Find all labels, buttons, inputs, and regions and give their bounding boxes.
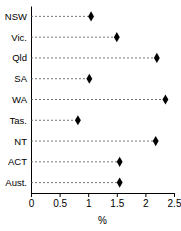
plot: 0 0.5 1 1.5 2 2.5 NSW Vic. Qld SA WA Tas. NT ACT Aust.	[5, 7, 181, 210]
dot	[75, 115, 81, 125]
x-tick-label: 0	[29, 198, 35, 209]
dot	[114, 32, 120, 42]
y-tick: Qld	[12, 52, 31, 63]
category-label: NT	[14, 136, 27, 147]
leader-line	[31, 37, 117, 38]
y-tick: Tas.	[10, 115, 31, 126]
category-label: SA	[14, 73, 27, 84]
x-tick-mark	[31, 193, 32, 197]
x-tick-label: 0.5	[53, 198, 67, 209]
x-tick: 2	[143, 193, 149, 209]
y-tick: ACT	[8, 156, 31, 167]
x-tick-mark	[145, 193, 146, 197]
x-tick: 2.5	[168, 193, 181, 209]
dot	[153, 136, 159, 146]
x-tick: 1	[86, 193, 92, 209]
category-label: Qld	[12, 52, 27, 63]
leader-line	[31, 120, 78, 121]
x-tick: 1.5	[110, 193, 124, 209]
category-label: WA	[12, 94, 28, 105]
x-tick: 0.5	[53, 193, 67, 209]
category-label: Vic.	[11, 32, 27, 43]
dot	[162, 94, 168, 104]
marks	[31, 11, 168, 187]
leader-line	[31, 161, 120, 162]
x-tick-mark	[88, 193, 89, 197]
leader-line	[31, 182, 120, 183]
x-axis: 0 0.5 1 1.5 2 2.5	[29, 193, 181, 209]
leader-line	[31, 99, 165, 100]
leader-line	[31, 141, 156, 142]
dot	[117, 157, 123, 167]
x-tick-label: 2	[143, 198, 149, 209]
y-tick: Aust.	[5, 177, 31, 188]
category-label: Tas.	[10, 115, 27, 126]
chart: 0 0.5 1 1.5 2 2.5 NSW Vic. Qld SA WA Tas. NT ACT Aust.…	[0, 0, 181, 231]
dot	[86, 74, 92, 84]
y-tick: NSW	[5, 11, 31, 22]
x-tick-mark	[174, 193, 175, 197]
y-tick: SA	[14, 73, 31, 84]
y-tick: Vic.	[11, 32, 31, 43]
dot	[88, 11, 94, 21]
y-axis-line	[31, 7, 32, 194]
dot	[154, 53, 160, 63]
category-label: ACT	[8, 156, 27, 167]
category-label: Aust.	[5, 177, 27, 188]
y-tick: NT	[14, 136, 31, 147]
x-tick-label: 1.5	[110, 198, 124, 209]
leader-line	[31, 78, 89, 79]
y-tick: WA	[12, 94, 31, 105]
x-tick-label: 1	[86, 198, 92, 209]
leader-line	[31, 16, 91, 17]
x-tick-mark	[117, 193, 118, 197]
y-axis: NSW Vic. Qld SA WA Tas. NT ACT Aust.	[5, 7, 32, 194]
x-axis-label: %	[98, 215, 107, 226]
x-tick: 0	[29, 193, 35, 209]
leader-line	[31, 57, 157, 58]
dot	[117, 178, 123, 188]
category-label: NSW	[5, 11, 27, 22]
x-tick-mark	[60, 193, 61, 197]
x-tick-label: 2.5	[168, 198, 181, 209]
x-axis-line	[32, 194, 175, 198]
